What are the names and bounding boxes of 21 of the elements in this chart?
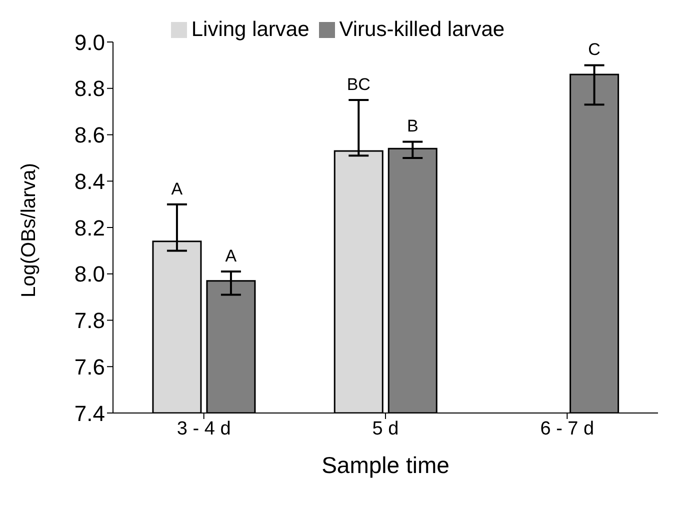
annotation: B — [406, 116, 418, 136]
x-tick-label: 5 d — [372, 418, 399, 440]
x-tick-label: 6 - 7 d — [540, 418, 594, 440]
annotation: BC — [346, 74, 370, 94]
y-tick-label: 7.4 — [74, 400, 105, 426]
legend-label: Virus-killed larvae — [339, 18, 505, 41]
x-axis-title: Sample time — [322, 452, 450, 478]
annotation: A — [171, 179, 184, 198]
annotation: A — [225, 246, 238, 266]
y-tick-label: 7.8 — [74, 308, 105, 334]
x-tick-label: 3 - 4 d — [176, 418, 231, 440]
y-tick-label: 8.8 — [74, 76, 105, 102]
y-tick-label: 9.0 — [74, 30, 105, 55]
y-axis-title: Log(OBs/larva) — [18, 163, 40, 298]
legend-label: Living larvae — [191, 18, 310, 41]
y-tick-label: 8.2 — [74, 215, 105, 240]
y-tick-label: 7.6 — [74, 354, 105, 380]
annotation: C — [588, 40, 600, 60]
y-tick-label: 8.4 — [74, 168, 105, 194]
y-tick-label: 8.6 — [74, 122, 105, 148]
y-tick-label: 8.0 — [74, 262, 105, 287]
